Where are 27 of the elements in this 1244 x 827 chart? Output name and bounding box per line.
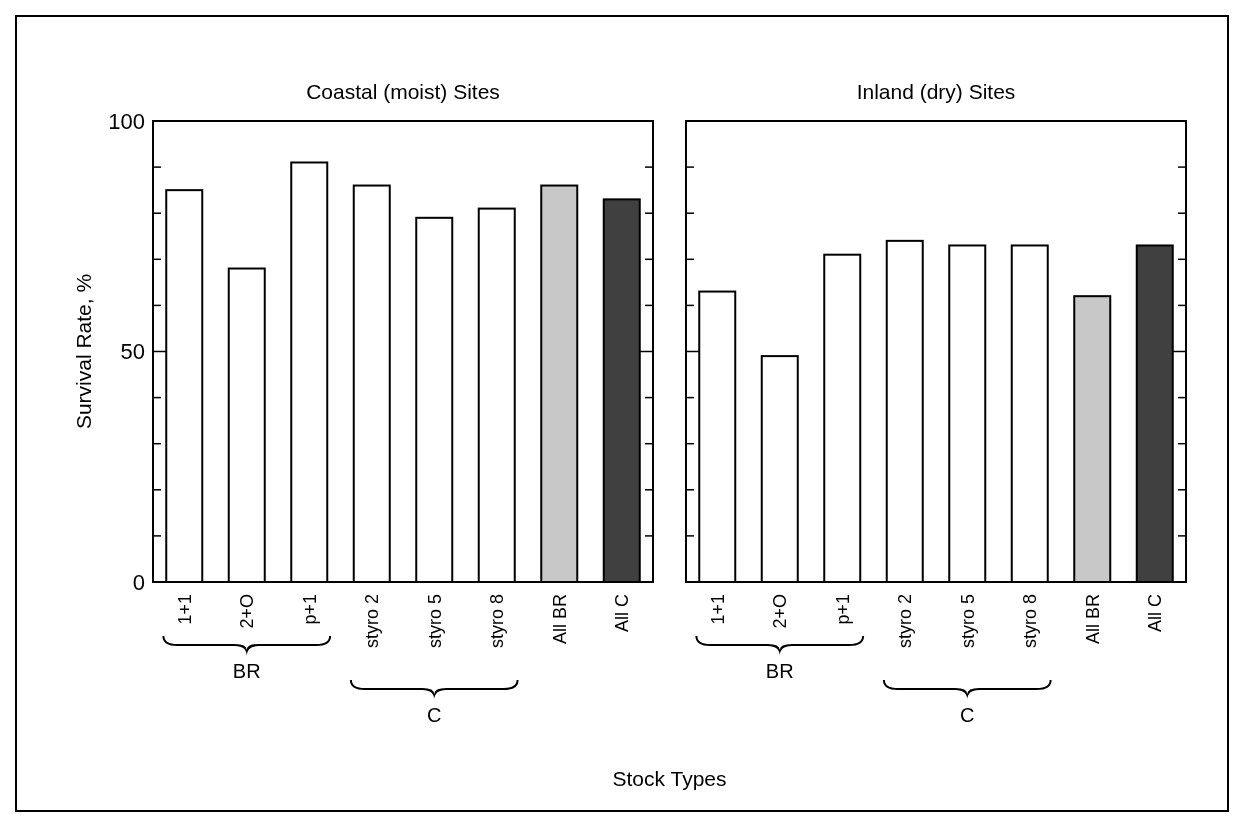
x-tick-label: styro 5 — [424, 594, 445, 649]
y-tick-label: 50 — [120, 339, 145, 365]
x-tick-label: styro 8 — [1020, 594, 1041, 649]
x-tick-label: styro 8 — [487, 594, 508, 649]
x-tick-label: All BR — [549, 594, 570, 645]
chart-title: Inland (dry) Sites — [856, 80, 1016, 103]
text: C — [960, 704, 975, 726]
text: C — [427, 704, 442, 726]
x-tick-label: All BR — [1082, 594, 1103, 645]
x-tick-label: All C — [612, 594, 633, 633]
x-tick-label: p+1 — [299, 594, 320, 625]
text: BR — [765, 660, 794, 682]
y-tick-label: 100 — [108, 108, 145, 134]
x-tick-label: 1+1 — [174, 594, 195, 625]
chart-title: Coastal (moist) Sites — [306, 80, 500, 103]
x-tick-label: p+1 — [832, 594, 853, 625]
x-tick-label: 2+O — [237, 594, 258, 629]
x-axis-title: Stock Types — [612, 767, 727, 790]
x-tick-label: All C — [1145, 594, 1166, 633]
x-tick-label: styro 2 — [895, 594, 916, 649]
x-tick-label: styro 5 — [957, 594, 978, 649]
y-axis-title: Survival Rate, % — [72, 273, 95, 430]
text: BR — [232, 660, 261, 682]
x-tick-label: styro 2 — [362, 594, 383, 649]
x-tick-label: 1+1 — [707, 594, 728, 625]
y-tick-label: 0 — [132, 569, 145, 595]
x-tick-label: 2+O — [770, 594, 791, 629]
